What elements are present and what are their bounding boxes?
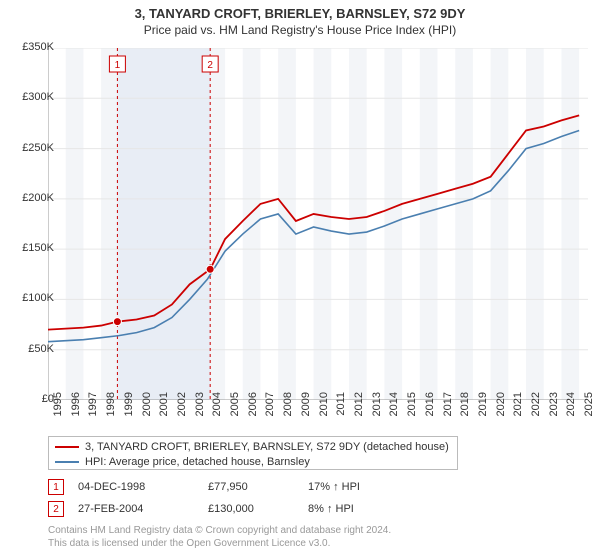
x-tick-label: 2000 [141, 392, 153, 432]
x-tick-label: 1997 [87, 392, 99, 432]
x-tick-label: 1999 [123, 392, 135, 432]
x-tick-label: 1998 [105, 392, 117, 432]
sale-badge-num: 1 [53, 482, 59, 493]
legend-swatch-hpi [55, 461, 79, 463]
sale-row: 2 27-FEB-2004 £130,000 8% ↑ HPI [48, 498, 548, 520]
sales-table: 1 04-DEC-1998 £77,950 17% ↑ HPI 2 27-FEB… [48, 476, 548, 520]
x-tick-label: 2010 [318, 392, 330, 432]
sale-date: 27-FEB-2004 [78, 503, 208, 515]
x-tick-label: 2019 [477, 392, 489, 432]
sale-price: £130,000 [208, 503, 308, 515]
legend-label-hpi: HPI: Average price, detached house, Barn… [85, 456, 310, 468]
x-tick-label: 2008 [282, 392, 294, 432]
x-tick-label: 2005 [229, 392, 241, 432]
sale-badge: 2 [48, 501, 64, 517]
legend: 3, TANYARD CROFT, BRIERLEY, BARNSLEY, S7… [48, 436, 458, 470]
chart-svg: 12 [48, 48, 588, 400]
x-tick-label: 2013 [371, 392, 383, 432]
x-tick-label: 2011 [335, 392, 347, 432]
y-tick-label: £150K [4, 242, 54, 254]
chart-title-address: 3, TANYARD CROFT, BRIERLEY, BARNSLEY, S7… [0, 0, 600, 21]
x-tick-label: 1995 [52, 392, 64, 432]
sale-hpi: 17% ↑ HPI [308, 481, 428, 493]
x-tick-label: 2024 [565, 392, 577, 432]
x-tick-label: 2002 [176, 392, 188, 432]
sale-badge: 1 [48, 479, 64, 495]
y-tick-label: £200K [4, 192, 54, 204]
legend-swatch-property [55, 446, 79, 448]
footer-attribution: Contains HM Land Registry data © Crown c… [48, 524, 391, 550]
y-tick-label: £0 [4, 393, 54, 405]
x-tick-label: 2023 [548, 392, 560, 432]
x-tick-label: 2001 [158, 392, 170, 432]
sale-hpi: 8% ↑ HPI [308, 503, 428, 515]
y-tick-label: £250K [4, 142, 54, 154]
chart-container: 3, TANYARD CROFT, BRIERLEY, BARNSLEY, S7… [0, 0, 600, 560]
x-tick-label: 2003 [194, 392, 206, 432]
x-tick-label: 2025 [583, 392, 595, 432]
svg-text:2: 2 [207, 60, 213, 71]
chart-plot-area: 12 [48, 48, 588, 400]
x-tick-label: 2016 [424, 392, 436, 432]
footer-line2: This data is licensed under the Open Gov… [48, 537, 391, 550]
sale-badge-num: 2 [53, 504, 59, 515]
x-tick-label: 2012 [353, 392, 365, 432]
sale-price: £77,950 [208, 481, 308, 493]
footer-line1: Contains HM Land Registry data © Crown c… [48, 524, 391, 537]
sale-date: 04-DEC-1998 [78, 481, 208, 493]
x-tick-label: 2021 [512, 392, 524, 432]
y-tick-label: £300K [4, 91, 54, 103]
x-tick-label: 2014 [388, 392, 400, 432]
x-tick-label: 1996 [70, 392, 82, 432]
svg-text:1: 1 [115, 60, 121, 71]
y-tick-label: £50K [4, 343, 54, 355]
x-tick-label: 2009 [300, 392, 312, 432]
y-tick-label: £350K [4, 41, 54, 53]
sale-row: 1 04-DEC-1998 £77,950 17% ↑ HPI [48, 476, 548, 498]
x-tick-label: 2004 [211, 392, 223, 432]
chart-title-sub: Price paid vs. HM Land Registry's House … [0, 21, 600, 37]
x-tick-label: 2022 [530, 392, 542, 432]
legend-item-property: 3, TANYARD CROFT, BRIERLEY, BARNSLEY, S7… [55, 439, 451, 454]
y-tick-label: £100K [4, 292, 54, 304]
legend-label-property: 3, TANYARD CROFT, BRIERLEY, BARNSLEY, S7… [85, 441, 449, 453]
x-tick-label: 2007 [264, 392, 276, 432]
x-tick-label: 2006 [247, 392, 259, 432]
x-tick-label: 2018 [459, 392, 471, 432]
x-tick-label: 2015 [406, 392, 418, 432]
x-tick-label: 2017 [442, 392, 454, 432]
x-tick-label: 2020 [495, 392, 507, 432]
legend-item-hpi: HPI: Average price, detached house, Barn… [55, 454, 451, 469]
